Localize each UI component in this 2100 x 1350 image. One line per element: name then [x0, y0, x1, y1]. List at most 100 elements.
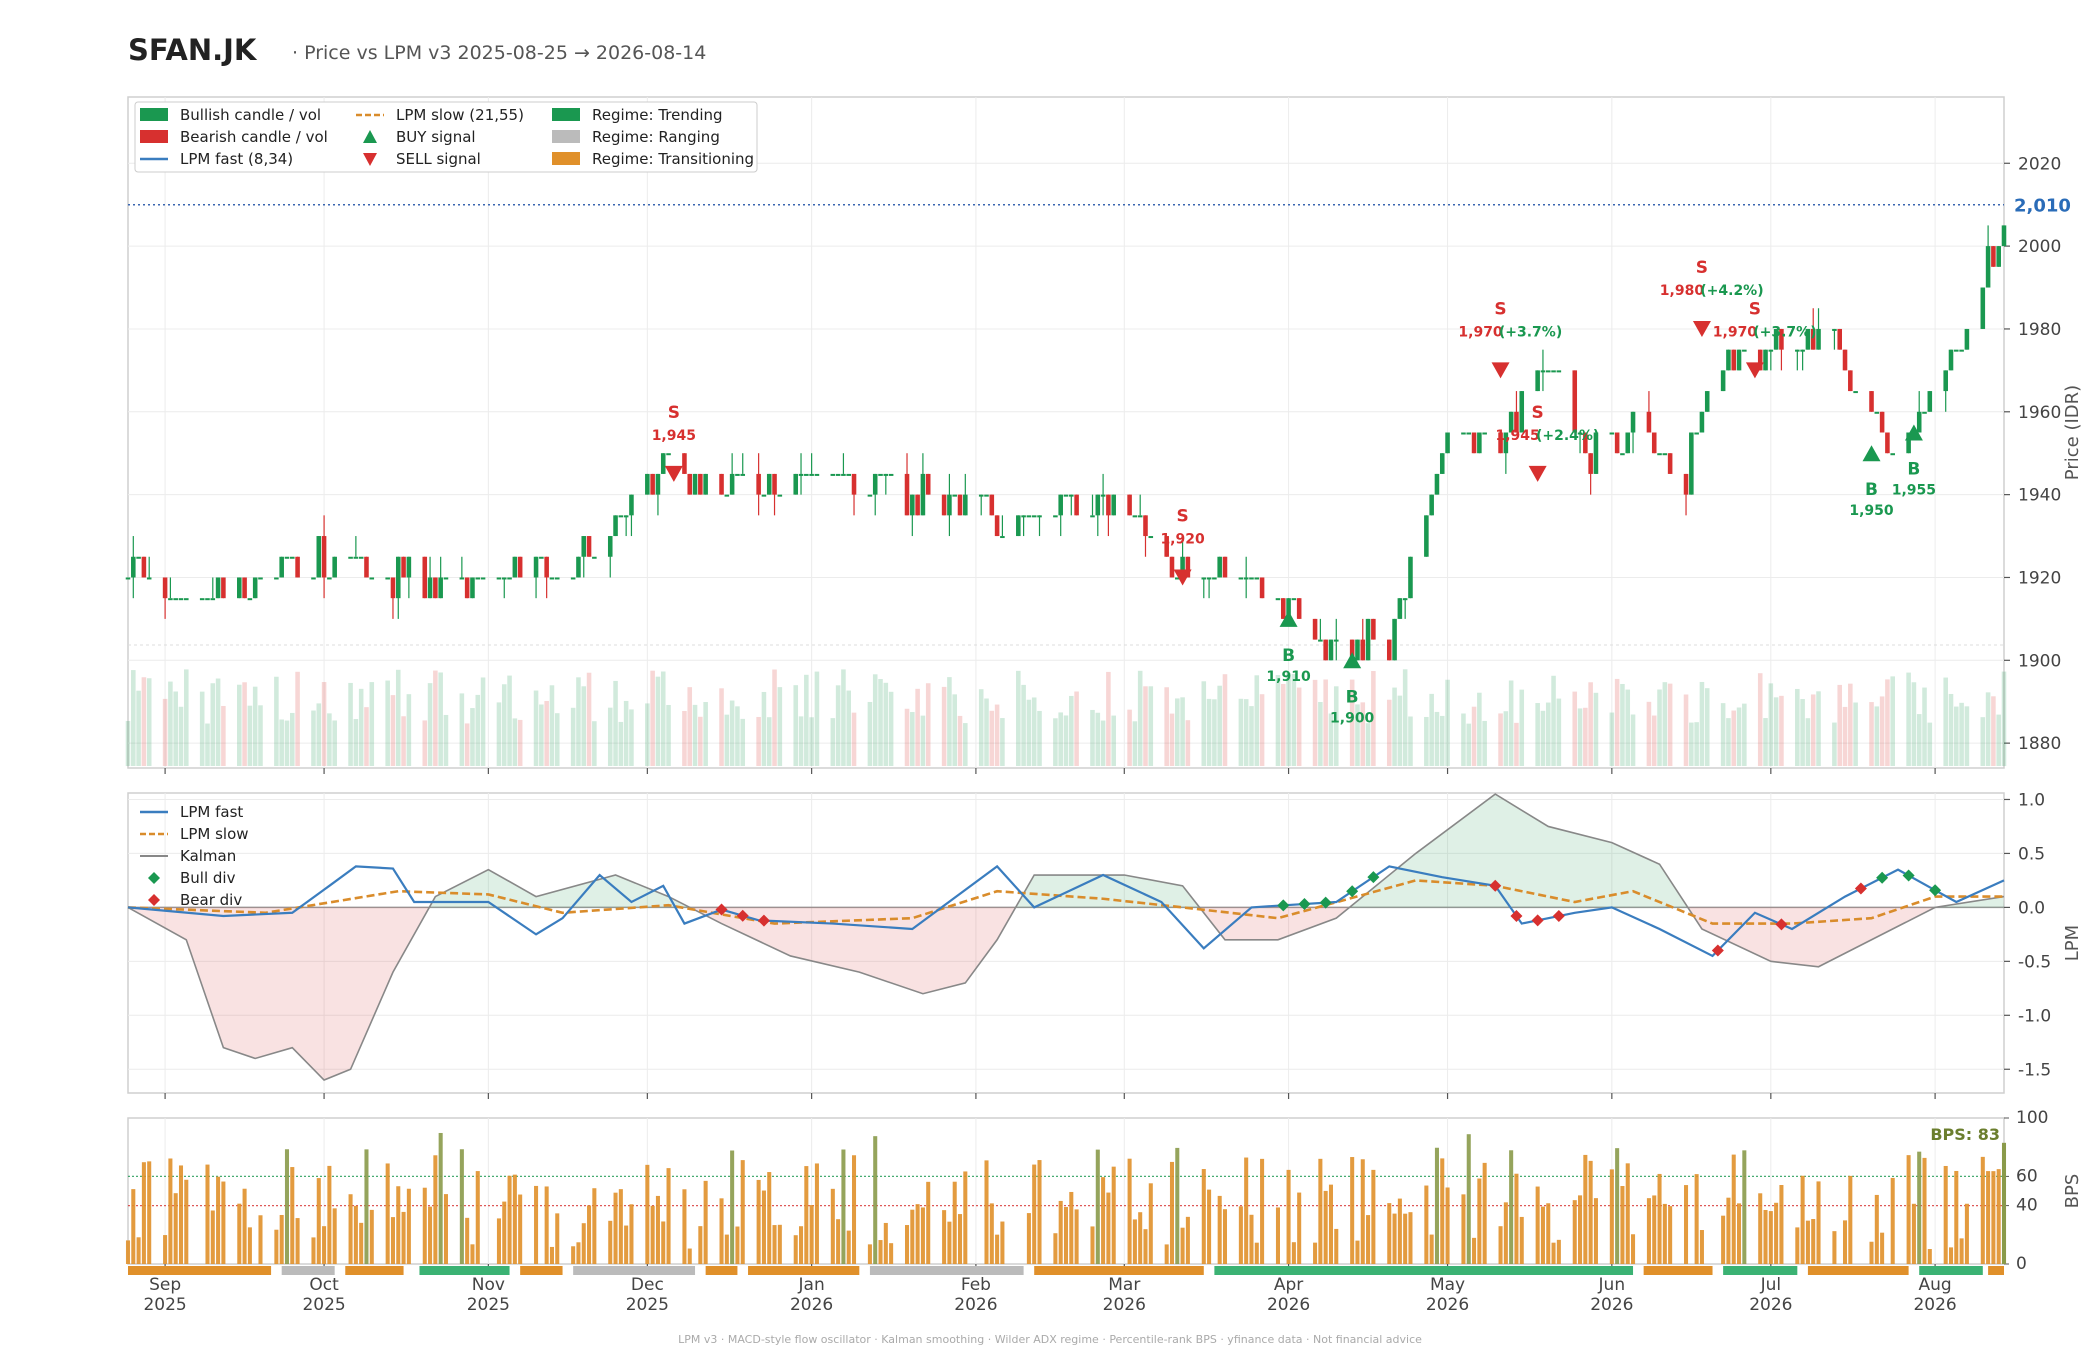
bearish-candle — [915, 494, 920, 516]
bps-bar — [433, 1155, 438, 1264]
bullish-candle — [1959, 349, 1964, 352]
volume-bar — [703, 702, 708, 766]
bullish-candle — [740, 473, 746, 476]
legend-swatch — [140, 130, 168, 143]
volume-bar — [941, 686, 947, 766]
volume-bar — [957, 715, 963, 766]
bullish-candle — [1773, 328, 1779, 350]
volume-bar — [327, 713, 332, 766]
bps-bar — [1615, 1148, 1620, 1264]
bullish-candle — [576, 556, 581, 578]
bullish-candle — [1980, 287, 1986, 329]
bps-bar — [1143, 1229, 1148, 1264]
bullish-candle — [438, 577, 443, 599]
bps-bar — [1880, 1232, 1885, 1264]
bps-bar — [1657, 1173, 1662, 1264]
sell-signal-gain: (+3.7%) — [1753, 324, 1816, 340]
volume-bar — [427, 683, 433, 766]
bps-bar — [1551, 1242, 1556, 1264]
bps-bar — [1397, 1198, 1402, 1264]
volume-bar — [1514, 722, 1519, 766]
bullish-candle — [125, 577, 131, 580]
bullish-candle — [1132, 515, 1138, 518]
bearish-candle — [650, 473, 655, 495]
bullish-candle — [1058, 494, 1063, 516]
bearish-candle — [851, 473, 857, 495]
bps-bar — [1328, 1184, 1333, 1264]
x-tick-year: 2026 — [1426, 1295, 1469, 1315]
volume-bar — [883, 682, 889, 766]
bps-bar — [645, 1164, 650, 1264]
volume-bar — [274, 676, 279, 766]
volume-bar — [1842, 706, 1848, 766]
bps-bar — [920, 1207, 925, 1264]
bps-bar — [1392, 1213, 1397, 1264]
bullish-candle — [237, 577, 242, 599]
volume-bar — [290, 712, 295, 766]
bullish-candle — [459, 577, 465, 580]
bps-bar — [327, 1165, 332, 1264]
bullish-candle — [1535, 370, 1540, 392]
bps-bar — [1026, 1213, 1031, 1264]
bps-bar — [1037, 1160, 1042, 1264]
volume-bar — [1471, 706, 1477, 766]
sell-signal-letter: S — [1176, 506, 1188, 526]
bps-bar — [1477, 1178, 1482, 1264]
bullish-candle — [809, 473, 814, 476]
volume-bar — [915, 688, 920, 766]
bps-bar — [719, 1198, 724, 1264]
bps-bar — [1991, 1171, 1996, 1264]
bps-bar — [1222, 1209, 1228, 1264]
volume-bar — [766, 717, 772, 766]
bps-bar — [571, 1246, 576, 1264]
x-tick-month: Jul — [1760, 1275, 1782, 1295]
price-axis-label: Price (IDR) — [2062, 385, 2083, 480]
lpm-legend-label: LPM fast — [180, 803, 243, 821]
bullish-candle — [2001, 225, 2007, 247]
bullish-candle — [1503, 432, 1509, 454]
bearish-candle — [682, 453, 687, 474]
volume-bar — [125, 720, 131, 766]
bullish-candle — [173, 598, 178, 601]
volume-bar — [629, 709, 634, 766]
sell-signal-letter: S — [1749, 299, 1761, 319]
bearish-candle — [1779, 328, 1784, 350]
bullish-candle — [1551, 370, 1556, 373]
regime-segment-transitioning — [128, 1266, 272, 1275]
volume-bar — [184, 669, 189, 766]
bps-bar — [1731, 1154, 1736, 1264]
bearish-candle — [1143, 515, 1148, 537]
bullish-candle — [1069, 494, 1074, 497]
bps-bar — [878, 1240, 883, 1264]
bullish-candle — [1874, 411, 1880, 414]
bullish-candle — [1482, 432, 1487, 435]
bullish-candle — [1175, 577, 1180, 580]
bps-bar — [809, 1205, 814, 1264]
bullish-candle — [1996, 246, 2001, 267]
bps-bar — [1074, 1209, 1079, 1264]
bullish-candle — [252, 577, 258, 599]
bullish-candle — [215, 577, 221, 599]
legend-bull-div-icon — [148, 872, 160, 884]
bps-y-tick-label: 40 — [2016, 1196, 2038, 1216]
volume-bar — [1328, 713, 1334, 766]
bps-bar — [279, 1214, 284, 1264]
volume-bar — [279, 719, 284, 766]
volume-bar — [1519, 689, 1525, 766]
bear-div-marker — [757, 914, 770, 927]
bearish-candle — [1646, 411, 1652, 433]
volume-bar — [1058, 712, 1063, 766]
volume-bar — [1482, 720, 1487, 766]
bps-bar — [401, 1211, 406, 1264]
bps-bar — [1323, 1190, 1328, 1264]
volume-bar — [1026, 699, 1032, 766]
bps-axis-label: BPS — [2062, 1174, 2083, 1209]
bullish-candle — [1800, 349, 1805, 352]
bps-bar — [1578, 1195, 1583, 1264]
bps-bar — [1461, 1194, 1466, 1264]
sell-signal-gain: (+3.7%) — [1499, 324, 1562, 340]
bullish-candle — [629, 494, 634, 516]
bps-bar — [1959, 1238, 1964, 1264]
bullish-candle — [327, 577, 332, 580]
sell-signal-marker — [1745, 362, 1764, 379]
